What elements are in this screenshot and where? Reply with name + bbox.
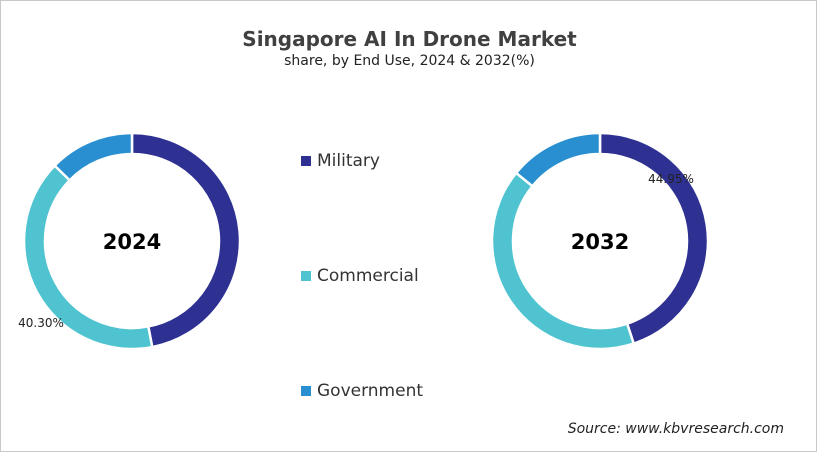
data-label-commercial: 40.30% — [18, 316, 64, 330]
donut-slice-2032-government — [514, 131, 602, 188]
legend-label-military: Military — [317, 151, 380, 171]
legend-item-commercial: Commercial — [301, 266, 419, 286]
source-note: Source: www.kbvresearch.com — [567, 421, 784, 437]
donut-slice-2024-government — [52, 131, 134, 183]
legend-item-military: Military — [301, 151, 380, 171]
legend-swatch-commercial — [301, 271, 311, 281]
legend-item-government: Government — [301, 381, 423, 401]
legend-label-government: Government — [317, 381, 424, 401]
legend-swatch-government — [301, 386, 311, 396]
chart-subtitle: share, by End Use, 2024 & 2032(%) — [284, 53, 535, 69]
donut-center-label: 2032 — [571, 230, 629, 254]
donut-center-label: 2024 — [103, 230, 161, 254]
donut-slice-2032-commercial — [490, 171, 636, 351]
chart-title: Singapore AI In Drone Market — [242, 27, 577, 51]
legend-label-commercial: Commercial — [317, 266, 419, 286]
data-label-military: 44.95% — [648, 172, 694, 186]
legend-swatch-military — [301, 156, 311, 166]
